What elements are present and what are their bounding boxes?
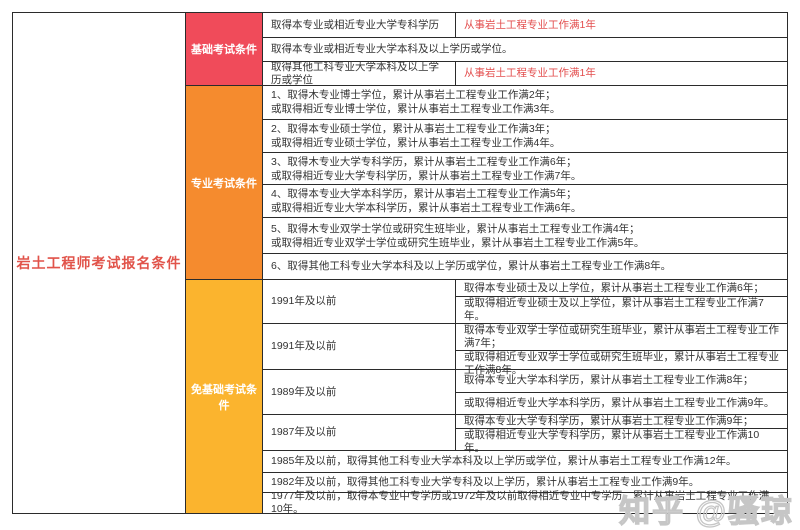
table-row: 6、取得其他工科专业大学本科及以上学历或学位，累计从事岩土工程专业工作满8年。 — [263, 253, 787, 279]
table-row: 1982年及以前，取得其他工科专业大学专科及以上学历，累计从事岩土工程专业工作满… — [263, 471, 787, 493]
condition-subcolumn: 取得本专业大学专科学历，累计从事岩土工程专业工作满9年； 或取得相近专业大学专科… — [456, 415, 787, 454]
condition-cell: 或取得相近专业大学专科学历，累计从事岩土工程专业工作满10年。 — [456, 428, 787, 455]
table-row: 1、取得木专业博士学位，累计从事岩土工程专业工作满2年； 或取得相近专业博士学位… — [263, 86, 787, 119]
condition-line: 或取得相近专业双学士学位或研究生班毕业，累计从事岩土工程专业工作满5年。 — [271, 236, 645, 249]
table-row: 1987年及以前 取得本专业大学专科学历，累计从事岩土工程专业工作满9年； 或取… — [263, 414, 787, 454]
table-row: 取得本专业或相近专业大学本科及以上学历或学位。 — [263, 37, 787, 61]
degree-cell: 取得本专业或相近专业大学专科学历 — [263, 13, 456, 37]
condition-cell: 4、取得本专业大学本科学历，累计从事岩土工程专业工作满5年； 或取得相近专业大学… — [263, 185, 787, 217]
watermark: 知乎 @骚琼 — [619, 493, 794, 529]
condition-cell: 取得本专业双学士学位或研究生班毕业，累计从事岩土工程专业工作满7年； — [464, 324, 779, 350]
condition-cell: 1985年及以前，取得其他工科专业大学本科及以上学历或学位，累计从事岩土工程专业… — [271, 454, 737, 467]
table-row: 3、取得木专业大学专科学历，累计从事岩土工程专业工作满6年； 或取得相近专业大学… — [263, 151, 787, 185]
page-title: 岩土工程师考试报名条件 — [16, 255, 182, 271]
condition-cell: 或取得相近专业双学士学位或研究生班毕业，累计从事岩土工程专业工作满8年。 — [456, 350, 787, 377]
condition-line: 或取得相近专业大学专科学历，累计从事岩土工程专业工作满7年。 — [271, 169, 582, 182]
condition-cell: 3、取得木专业大学专科学历，累计从事岩土工程专业工作满6年； 或取得相近专业大学… — [263, 153, 787, 185]
condition-cell: 2、取得本专业硕士学位，累计从事岩土工程专业工作满3年； 或取得相近专业硕士学位… — [263, 120, 787, 152]
table-row: 1989年及以前 取得本专业大学本科学历，累计从事岩土工程专业工作满8年； 或取… — [263, 368, 787, 415]
section-label-exempt: 免基础考试条件 — [186, 280, 263, 513]
table-row: 4、取得本专业大学本科学历，累计从事岩土工程专业工作满5年； 或取得相近专业大学… — [263, 184, 787, 217]
condition-cell: 取得本专业硕士及以上学位，累计从事岩土工程专业工作满6年； — [464, 281, 764, 294]
condition-line: 4、取得本专业大学本科学历，累计从事岩土工程专业工作满5年； — [271, 188, 577, 201]
section-professional-exam: 专业考试条件 1、取得木专业博士学位，累计从事岩土工程专业工作满2年； 或取得相… — [186, 85, 787, 279]
section-basic-exam: 基础考试条件 取得本专业或相近专业大学专科学历 从事岩土工程专业工作满1年 取得… — [186, 13, 787, 86]
experience-cell: 从事岩土工程专业工作满1年 — [464, 18, 596, 31]
condition-line: 或取得相近专业博士学位，累计从事岩土工程专业工作满3年。 — [271, 103, 561, 116]
table-row: 5、取得木专业双学士学位或研究生班毕业，累计从事岩土工程专业工作满4年； 或取得… — [263, 217, 787, 253]
condition-cell: 1977年及以前，取得本专业中专学历或1972年及以前取得相近专业中专学历，累计… — [271, 490, 770, 516]
condition-cell: 1982年及以前，取得其他工科专业大学专科及以上学历，累计从事岩土工程专业工作满… — [271, 475, 700, 488]
requirements-table: 岩土工程师考试报名条件 基础考试条件 取得本专业或相近专业大学专科学历 从事岩土… — [12, 12, 788, 516]
section-exempt-rows: 1991年及以前 取得本专业硕士及以上学位，累计从事岩土工程专业工作满6年； 或… — [263, 280, 787, 516]
table-title-cell: 岩土工程师考试报名条件 — [13, 13, 186, 513]
table-row: 2、取得本专业硕士学位，累计从事岩土工程专业工作满3年； 或取得相近专业硕士学位… — [263, 118, 787, 152]
condition-cell: 5、取得木专业双学士学位或研究生班毕业，累计从事岩土工程专业工作满4年； 或取得… — [263, 218, 787, 253]
table-row: 取得本专业或相近专业大学专科学历 从事岩土工程专业工作满1年 — [263, 13, 787, 37]
table-row: 1991年及以前 取得本专业硕士及以上学位，累计从事岩土工程专业工作满6年； 或… — [263, 280, 787, 324]
year-cell: 1989年及以前 — [263, 369, 456, 415]
condition-line: 5、取得木专业双学士学位或研究生班毕业，累计从事岩土工程专业工作满4年； — [271, 222, 640, 235]
condition-line: 2、取得本专业硕士学位，累计从事岩土工程专业工作满3年； — [271, 122, 556, 135]
year-cell: 1991年及以前 — [263, 324, 456, 369]
condition-cell: 取得本专业大学专科学历，累计从事岩土工程专业工作满9年； — [464, 415, 754, 428]
condition-subcolumn: 取得本专业硕士及以上学位，累计从事岩土工程专业工作满6年； 或取得相近专业硕士及… — [456, 280, 787, 323]
degree-cell: 取得本专业或相近专业大学本科及以上学历或学位。 — [271, 43, 513, 55]
table-body: 基础考试条件 取得本专业或相近专业大学专科学历 从事岩土工程专业工作满1年 取得… — [186, 13, 787, 516]
table-row: 1991年及以前 取得本专业双学士学位或研究生班毕业，累计从事岩土工程专业工作满… — [263, 323, 787, 376]
condition-line: 1、取得木专业博士学位，累计从事岩土工程专业工作满2年； — [271, 89, 556, 102]
section-professional-rows: 1、取得木专业博士学位，累计从事岩土工程专业工作满2年； 或取得相近专业博士学位… — [263, 86, 787, 279]
table-row: 1977年及以前，取得本专业中专学历或1972年及以前取得相近专业中专学历，累计… — [263, 490, 787, 516]
condition-cell: 或取得相近专业硕士及以上学位，累计从事岩土工程专业工作满7年。 — [456, 296, 787, 323]
experience-cell: 从事岩土工程专业工作满1年 — [464, 67, 596, 79]
section-label-basic: 基础考试条件 — [186, 13, 263, 85]
degree-cell: 取得其他工科专业大学本科及以上学历或学位 — [263, 61, 456, 86]
condition-cell: 或取得相近专业大学本科学历，累计从事岩土工程专业工作满9年。 — [456, 391, 787, 415]
condition-subcolumn: 取得本专业双学士学位或研究生班毕业，累计从事岩土工程专业工作满7年； 或取得相近… — [456, 324, 787, 376]
section-basic-rows: 取得本专业或相近专业大学专科学历 从事岩土工程专业工作满1年 取得本专业或相近专… — [263, 13, 787, 86]
condition-line: 或取得相近专业大学本科学历，累计从事岩土工程专业工作满6年。 — [271, 202, 582, 215]
year-cell: 1991年及以前 — [263, 280, 456, 324]
condition-subcolumn: 取得本专业大学本科学历，累计从事岩土工程专业工作满8年； 或取得相近专业大学本科… — [456, 370, 787, 414]
section-label-professional: 专业考试条件 — [186, 86, 263, 279]
table-row: 取得其他工科专业大学本科及以上学历或学位 从事岩土工程专业工作满1年 — [263, 61, 787, 86]
condition-line: 或取得相近专业硕士学位，累计从事岩土工程专业工作满4年。 — [271, 136, 561, 149]
condition-cell: 1、取得木专业博士学位，累计从事岩土工程专业工作满2年； 或取得相近专业博士学位… — [263, 86, 787, 119]
year-cell: 1987年及以前 — [263, 415, 456, 450]
condition-cell: 取得本专业大学本科学历，累计从事岩土工程专业工作满8年； — [464, 374, 754, 387]
table-row: 1985年及以前，取得其他工科专业大学本科及以上学历或学位，累计从事岩土工程专业… — [263, 449, 787, 472]
condition-line: 3、取得木专业大学专科学历，累计从事岩土工程专业工作满6年； — [271, 155, 577, 168]
condition-cell: 6、取得其他工科专业大学本科及以上学历或学位，累计从事岩土工程专业工作满8年。 — [271, 260, 672, 273]
section-exempt-exam: 免基础考试条件 1991年及以前 取得本专业硕士及以上学位，累计从事岩土工程专业… — [186, 279, 787, 516]
